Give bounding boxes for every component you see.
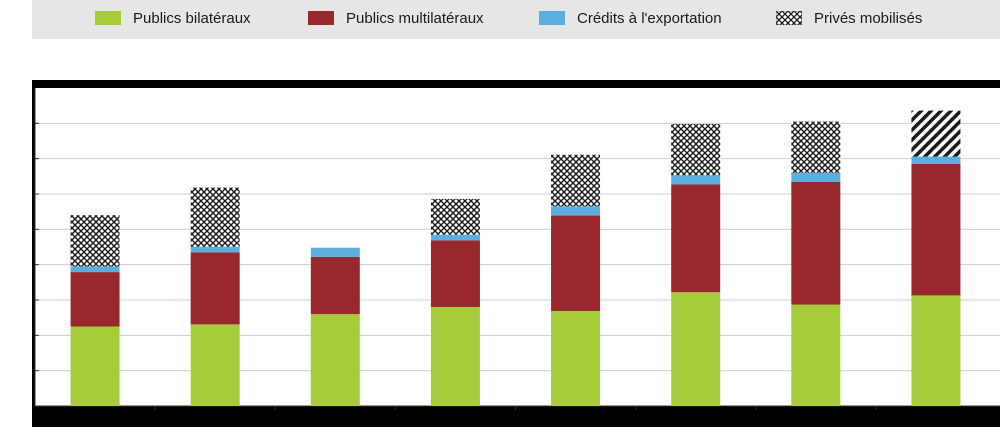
bar-segment-multilateral-5 [671, 184, 721, 293]
bar-segment-private-mobilised-4 [551, 154, 601, 207]
bar-segment-multilateral-1 [190, 252, 240, 325]
bar-segment-private-mobilised-5 [671, 124, 721, 176]
bar-segment-multilateral-2 [310, 256, 360, 315]
bar-segment-private-mobilised-1 [190, 187, 240, 247]
bar-segment-multilateral-0 [70, 272, 120, 327]
bar-segment-bilateral-4 [551, 310, 601, 406]
bar-segment-export-credits-4 [551, 206, 601, 216]
bar-segment-bilateral-5 [671, 292, 721, 406]
bar-segment-multilateral-6 [791, 181, 841, 305]
bar-segment-export-credits-6 [791, 172, 841, 182]
legend-label-export-credits: Crédits à l'exportation [577, 9, 722, 27]
legend-item-export-credits: Crédits à l'exportation [539, 8, 722, 28]
bar-segment-export-credits-1 [190, 246, 240, 253]
bar-segment-export-credits-3 [430, 234, 480, 241]
legend-item-multilateral: Publics multilatéraux [308, 8, 484, 28]
legend-item-bilateral: Publics bilatéraux [95, 8, 251, 28]
bar-segment-bilateral-1 [190, 324, 240, 406]
bar-segment-export-credits-0 [70, 266, 120, 273]
bar-segment-export-credits-2 [310, 247, 360, 257]
bar-segment-bilateral-7 [911, 295, 961, 406]
legend: Publics bilatéraux Publics multilatéraux… [32, 0, 1000, 39]
legend-swatch-private-mobilised [776, 11, 802, 25]
bar-segment-bilateral-6 [791, 304, 841, 406]
bar-segment-private-mobilised-6 [791, 121, 841, 173]
legend-swatch-export-credits [539, 11, 565, 25]
bar-segment-private-mobilised-0 [70, 215, 120, 267]
legend-swatch-multilateral [308, 11, 334, 25]
legend-label-bilateral: Publics bilatéraux [133, 9, 251, 27]
bar-segment-private-mobilised-3 [430, 198, 480, 235]
bar-segment-private-mobilised-7 [911, 110, 961, 157]
bar-segment-export-credits-5 [671, 175, 721, 185]
legend-label-multilateral: Publics multilatéraux [346, 9, 484, 27]
bar-segment-bilateral-0 [70, 326, 120, 406]
plot-background [35, 88, 1000, 406]
bar-segment-bilateral-3 [430, 307, 480, 406]
bar-segment-bilateral-2 [310, 314, 360, 406]
legend-label-private-mobilised: Privés mobilisés [814, 9, 923, 27]
legend-item-private-mobilised: Privés mobilisés [776, 8, 922, 28]
bar-segment-multilateral-4 [551, 215, 601, 311]
legend-swatch-bilateral [95, 11, 121, 25]
bar-segment-export-credits-7 [911, 156, 961, 164]
bar-segment-multilateral-3 [430, 240, 480, 308]
plot-area [34, 88, 1000, 410]
bar-segment-multilateral-7 [911, 163, 961, 296]
